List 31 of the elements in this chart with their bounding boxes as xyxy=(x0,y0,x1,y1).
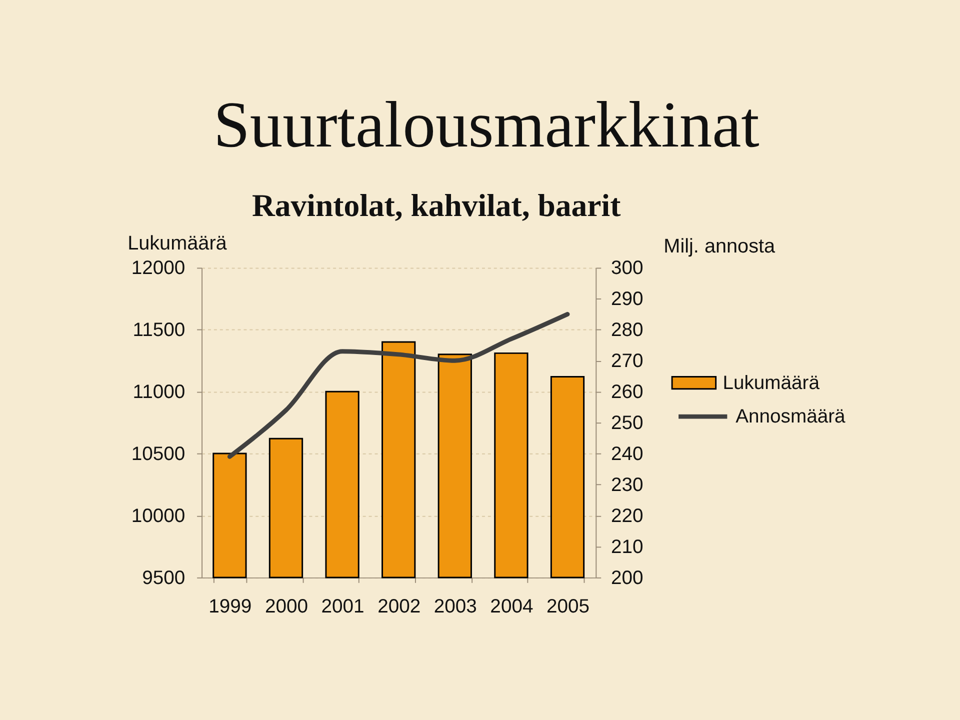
y-axis-title: Lukumäärä xyxy=(128,232,228,254)
y-tick-label: 10000 xyxy=(131,504,186,527)
x-tick-label: 2004 xyxy=(490,596,534,618)
x-tick-label: 2003 xyxy=(434,596,477,618)
y2-tick-label: 300 xyxy=(611,257,644,280)
y-tick-label: 12000 xyxy=(131,257,186,280)
y2-tick-label: 250 xyxy=(611,412,644,434)
y2-tick-label: 220 xyxy=(611,504,644,527)
legend-label: Lukumäärä xyxy=(722,372,820,394)
y2-tick-label: 280 xyxy=(611,319,644,342)
line-series xyxy=(227,312,570,459)
x-tick-label: 2005 xyxy=(546,596,590,618)
x-tick-label: 2002 xyxy=(378,596,421,618)
y2-axis-title: Milj. annosta xyxy=(664,235,776,258)
y2-tick-label: 230 xyxy=(611,474,644,496)
x-tick-label: 1999 xyxy=(208,596,252,618)
y2-tick-label: 290 xyxy=(611,288,644,310)
y2-tick-label: 240 xyxy=(611,443,644,465)
y-tick-label: 10500 xyxy=(131,443,186,465)
y-tick-label: 9500 xyxy=(142,566,186,589)
y-tick-label: 11500 xyxy=(132,319,186,342)
y2-tick-label: 260 xyxy=(611,381,644,404)
x-tick-label: 2000 xyxy=(264,596,308,618)
y-tick-label: 11000 xyxy=(132,381,186,404)
chart-title: Suurtalousmarkkinat xyxy=(213,90,760,162)
legend-label: Annosmäärä xyxy=(736,406,846,428)
y2-tick-label: 200 xyxy=(611,566,644,589)
y2-tick-label: 210 xyxy=(611,536,644,558)
x-tick-label: 2001 xyxy=(321,596,364,618)
chart-subtitle: Ravintolat, kahvilat, baarit xyxy=(252,188,622,224)
y2-tick-label: 270 xyxy=(611,350,644,372)
